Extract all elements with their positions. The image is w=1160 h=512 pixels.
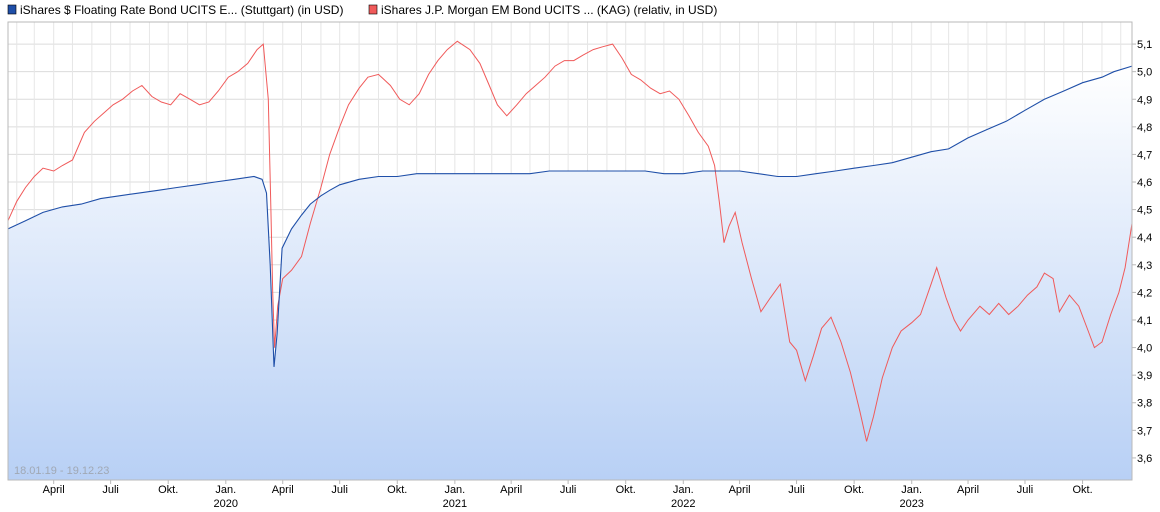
y-tick-label: 3,6: [1137, 453, 1152, 465]
x-year-label: 2021: [443, 498, 467, 510]
x-tick-label: Jan.: [901, 484, 922, 496]
y-tick-label: 3,8: [1137, 398, 1152, 410]
x-tick-label: Jan.: [215, 484, 236, 496]
x-year-label: 2020: [214, 498, 238, 510]
y-tick-label: 4,7: [1137, 149, 1152, 161]
y-tick-label: 4,0: [1137, 343, 1152, 355]
y-tick-label: 4,8: [1137, 122, 1152, 134]
y-tick-label: 3,7: [1137, 425, 1152, 437]
legend-label-series-1: iShares $ Floating Rate Bond UCITS E... …: [20, 3, 343, 17]
x-tick-label: Okt.: [1072, 484, 1092, 496]
x-tick-label: April: [272, 484, 294, 496]
x-tick-label: Jan.: [673, 484, 694, 496]
x-tick-label: April: [500, 484, 522, 496]
series-2-line: [7, 40, 1133, 442]
x-year-label: 2023: [899, 498, 923, 510]
x-tick-label: Juli: [102, 484, 119, 496]
y-tick-label: 4,4: [1137, 232, 1152, 244]
y-tick-label: 5,1: [1137, 39, 1152, 51]
x-tick-label: Okt.: [158, 484, 178, 496]
x-axis: April Juli Okt. Jan. 2020 April Juli Okt. Jan. 20…: [43, 480, 1093, 510]
y-tick-label: 3,9: [1137, 370, 1152, 382]
x-tick-label: Okt.: [616, 484, 636, 496]
x-tick-label: Juli: [560, 484, 577, 496]
y-tick-label: 4,9: [1137, 94, 1152, 106]
legend-swatch-series-2: [368, 4, 378, 15]
y-tick-label: 5,0: [1137, 67, 1152, 79]
x-tick-label: April: [957, 484, 979, 496]
y-tick-label: 4,3: [1137, 260, 1152, 272]
plot-frame: [7, 21, 1133, 481]
legend-label-series-2: iShares J.P. Morgan EM Bond UCITS ... (K…: [381, 3, 717, 17]
x-tick-label: April: [43, 484, 65, 496]
y-tick-label: 4,1: [1137, 315, 1152, 327]
y-tick-label: 4,2: [1137, 287, 1152, 299]
y-axis: 3,6 3,7 3,8 3,9 4,0 4,1 4,2 4,3 4,4 4,5 4,6 4,7 4,8 4…: [1132, 39, 1152, 465]
x-tick-label: Juli: [331, 484, 348, 496]
series-1-line: [7, 65, 1133, 367]
x-tick-label: Jan.: [444, 484, 465, 496]
chart-legend: iShares $ Floating Rate Bond UCITS E... …: [7, 3, 717, 17]
date-range-label: 18.01.19 - 19.12.23: [14, 465, 109, 477]
x-year-label: 2022: [671, 498, 695, 510]
x-tick-label: Juli: [1017, 484, 1034, 496]
x-tick-label: Juli: [788, 484, 805, 496]
x-tick-label: Okt.: [387, 484, 407, 496]
plot-area: 18.01.19 - 19.12.23: [7, 21, 1133, 481]
y-tick-label: 4,6: [1137, 177, 1152, 189]
legend-swatch-series-1: [7, 4, 17, 15]
x-tick-label: April: [729, 484, 751, 496]
y-tick-label: 4,5: [1137, 205, 1152, 217]
x-tick-label: Okt.: [844, 484, 864, 496]
